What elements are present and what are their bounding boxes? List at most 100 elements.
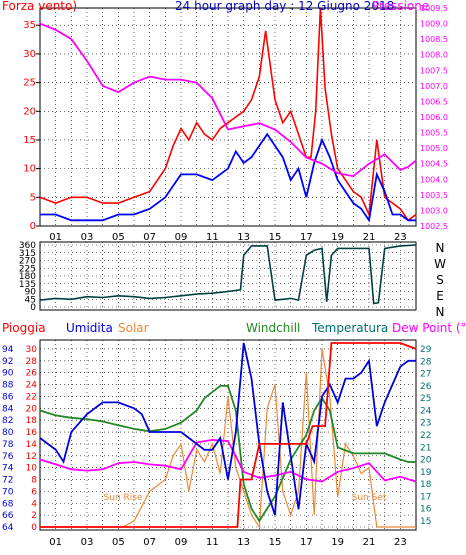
- wind-plot-series: [39, 7, 417, 223]
- hour-tick-label: 11: [206, 537, 219, 548]
- wind-tick-label: 30: [23, 49, 36, 60]
- windchill-line: [39, 384, 416, 523]
- climate-x-ticks: 01 03 05 07 09 11 13 15 17 19 21 23: [49, 537, 406, 548]
- hour-tick-label: 21: [363, 232, 376, 243]
- hour-tick-label: 13: [237, 537, 250, 548]
- wind-pressure-panel: 05 10 15 20 25 30 35 1002.51003.01003.51004.01…: [2, 0, 448, 243]
- rain-tick-label: 4: [31, 499, 37, 509]
- sun-annotations: Sun Rise Sun Set: [104, 493, 387, 503]
- chart-title: 24 hour graph day : 12 Giugno 2018: [175, 0, 394, 13]
- humidity-tick-label: 72: [2, 476, 13, 486]
- rain-tick-label: 8: [31, 476, 37, 486]
- direction-tick-label: 315: [19, 249, 36, 259]
- dewpoint-line: [39, 438, 417, 483]
- hour-tick-label: 11: [206, 232, 219, 243]
- direction-tick-label: 45: [25, 295, 36, 305]
- humidity-tick-label: 88: [2, 381, 14, 391]
- compass-label: N: [436, 305, 445, 319]
- hour-tick-label: 03: [81, 232, 94, 243]
- solar-axis-label: Solar: [118, 321, 149, 335]
- rain-tick-label: 16: [26, 428, 38, 438]
- humidity-axis-label: Umidita: [66, 321, 113, 335]
- pressure-tick-label: 1002.5: [420, 222, 448, 231]
- humidity-tick-label: 64: [2, 523, 14, 533]
- temperature-tick-label: 20: [420, 456, 432, 466]
- temperature-tick-label: 21: [420, 443, 431, 453]
- hour-tick-label: 03: [81, 537, 94, 548]
- pressure-tick-label: 1008.5: [420, 35, 448, 44]
- wind-tick-label: 35: [23, 20, 36, 31]
- pressure-tick-label: 1005.5: [420, 129, 448, 138]
- temperature-tick-label: 17: [420, 492, 431, 502]
- compass-label: E: [436, 289, 444, 303]
- humidity-tick-label: 82: [2, 416, 13, 426]
- wind-speed-line: [39, 7, 417, 222]
- hour-tick-label: 19: [331, 232, 344, 243]
- rain-tick-label: 2: [31, 511, 37, 521]
- climate-plot-frame: [39, 339, 417, 531]
- humidity-tick-label: 92: [2, 357, 13, 367]
- temperature-tick-label: 27: [420, 370, 431, 380]
- wind-axis-label: Forza vento): [2, 0, 77, 13]
- direction-tick-label: 270: [19, 257, 36, 267]
- rain-tick-label: 6: [31, 487, 37, 497]
- rain-tick-label: 24: [26, 381, 38, 391]
- temperature-tick-label: 28: [420, 357, 432, 367]
- wind-left-ticks: 0 5 10 15 20 25 30 35: [23, 20, 40, 232]
- hour-tick-label: 23: [394, 232, 407, 243]
- rain-tick-label: 0: [31, 523, 37, 533]
- pressure-tick-label: 1003.5: [420, 191, 448, 200]
- wind-direction-line: [39, 244, 417, 305]
- pressure-line: [39, 22, 417, 178]
- hour-tick-label: 05: [112, 232, 125, 243]
- temperature-tick-label: 23: [420, 419, 431, 429]
- wind-x-ticks: 01 03 05 07 09 11 13 15 17 19 21 23: [49, 232, 406, 243]
- humidity-tick-label: 80: [2, 428, 14, 438]
- humidity-tick-label: 84: [2, 404, 14, 414]
- pressure-right-ticks: 1002.5 1003.0 1003.5 1004.0 1004.5 1005.0 1005…: [420, 4, 448, 231]
- direction-tick-label: 360: [19, 241, 36, 251]
- wind-average-line: [40, 132, 416, 223]
- humidity-tick-label: 76: [2, 452, 14, 462]
- pressure-tick-label: 1008.0: [420, 51, 448, 60]
- hour-tick-label: 01: [49, 232, 62, 243]
- direction-tick-label: 90: [25, 288, 37, 298]
- rain-axis-label: Pioggia: [2, 321, 46, 335]
- hour-tick-label: 17: [300, 232, 313, 243]
- wind-tick-label: 15: [23, 135, 36, 146]
- temperature-tick-label: 22: [420, 431, 431, 441]
- compass-label: W: [434, 257, 446, 271]
- hour-tick-label: 15: [269, 537, 282, 548]
- direction-tick-label: 0: [30, 303, 36, 313]
- hour-tick-label: 09: [175, 232, 188, 243]
- pressure-tick-label: 1007.5: [420, 66, 448, 75]
- direction-plot-series: [39, 244, 417, 305]
- direction-tick-label: 225: [19, 264, 36, 274]
- direction-tick-label: 180: [19, 272, 36, 282]
- rain-tick-label: 26: [26, 369, 38, 379]
- wind-tick-label: 10: [23, 164, 36, 175]
- wind-tick-label: 20: [23, 106, 36, 117]
- rain-tick-label: 12: [26, 452, 37, 462]
- hour-tick-label: 19: [331, 537, 344, 548]
- windchill-axis-label: Windchill: [246, 321, 300, 335]
- humidity-tick-label: 66: [2, 511, 14, 521]
- rain-tick-label: 22: [26, 392, 37, 402]
- hour-tick-label: 07: [143, 232, 156, 243]
- temperature-tick-label: 19: [420, 468, 432, 478]
- hour-tick-label: 01: [49, 537, 62, 548]
- hour-tick-label: 21: [363, 537, 376, 548]
- wind-tick-label: 25: [23, 78, 36, 89]
- humidity-tick-label: 94: [2, 345, 14, 355]
- rain-tick-label: 14: [26, 440, 38, 450]
- humidity-tick-label: 74: [2, 464, 14, 474]
- humidity-tick-label: 70: [2, 487, 14, 497]
- compass-label: S: [436, 273, 444, 287]
- direction-tick-label: 135: [19, 280, 36, 290]
- dewpoint-axis-label: Dew Point (°C): [392, 321, 466, 335]
- hour-tick-label: 09: [175, 537, 188, 548]
